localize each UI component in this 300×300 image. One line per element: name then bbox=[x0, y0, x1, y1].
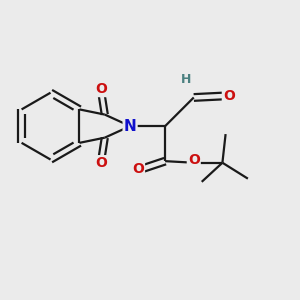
Text: H: H bbox=[181, 74, 191, 86]
Text: O: O bbox=[188, 152, 200, 167]
Text: N: N bbox=[124, 118, 136, 134]
Text: O: O bbox=[223, 89, 235, 103]
Text: O: O bbox=[95, 156, 107, 170]
Text: O: O bbox=[132, 162, 144, 176]
Text: O: O bbox=[95, 82, 107, 96]
